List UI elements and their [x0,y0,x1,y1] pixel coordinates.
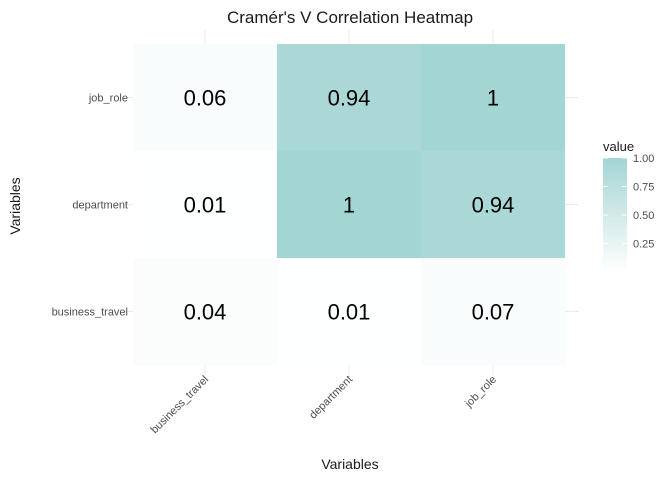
legend-tick-label: 1.00 [633,153,654,165]
cell-value-label: 0.01 [328,300,371,325]
heatmap-cell [277,44,421,151]
heatmap-cell [277,151,421,258]
legend-tick-label: 0.75 [633,182,654,194]
legend-ticks: 0.25 0.50 0.75 1.00 [603,153,654,251]
cell-value-label: 1 [487,86,499,111]
cell-labels-layer: 0.04 0.01 0.07 0.01 1 0.94 0.06 0.94 1 [184,86,515,325]
cell-value-label: 0.94 [328,86,371,111]
legend-title: value [603,139,634,154]
y-tick-labels: business_travel department job_role [52,93,128,319]
y-tick-label: business_travel [52,307,128,319]
heatmap-cell [133,151,277,258]
heatmap-cell [421,258,565,365]
y-tick-label: department [72,200,128,212]
cell-value-label: 1 [343,193,355,218]
legend-tick-label: 0.25 [633,239,654,251]
y-axis-title: Variables [7,177,23,234]
x-axis-title: Variables [321,456,378,472]
heatmap-cell [133,258,277,365]
heatmap-cell [277,258,421,365]
cell-value-label: 0.06 [184,86,227,111]
cell-value-label: 0.04 [184,300,227,325]
cell-value-label: 0.94 [472,193,515,218]
chart-title: Cramér's V Correlation Heatmap [227,8,473,27]
cells-layer [133,44,565,365]
cell-value-label: 0.07 [472,300,515,325]
cell-value-label: 0.01 [184,193,227,218]
y-tick-label: job_role [88,93,128,105]
heatmap-cell [133,44,277,151]
legend-tick-label: 0.50 [633,210,654,222]
heatmap-cell [421,151,565,258]
heatmap-cell [421,44,565,151]
